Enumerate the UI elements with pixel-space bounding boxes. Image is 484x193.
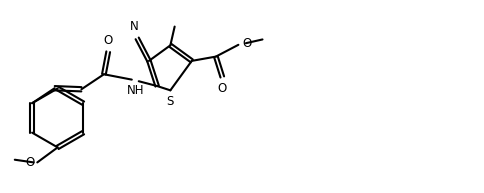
Text: O: O — [104, 35, 113, 47]
Text: O: O — [217, 82, 227, 95]
Text: O: O — [26, 156, 35, 169]
Text: NH: NH — [126, 84, 144, 97]
Text: O: O — [242, 37, 251, 50]
Text: S: S — [166, 95, 174, 108]
Text: N: N — [130, 20, 138, 33]
